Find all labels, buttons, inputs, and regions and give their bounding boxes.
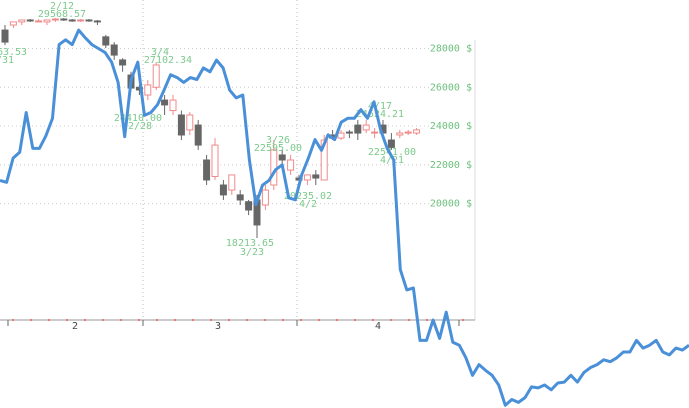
candle-body — [312, 174, 320, 179]
candle-body — [261, 189, 269, 206]
annotation: /31 — [0, 55, 14, 66]
candle-body — [77, 19, 85, 22]
candle-body — [169, 99, 177, 112]
candle-body — [278, 154, 286, 161]
month-label: 3 — [215, 321, 221, 332]
candle-body — [236, 194, 244, 201]
annotation: 24524.21 — [356, 109, 404, 120]
candle-body — [413, 129, 421, 134]
annotation: 24410.00 — [114, 113, 162, 124]
y-tick-label: 22000 $ — [430, 160, 472, 171]
candle-body — [152, 64, 160, 88]
candle-body — [211, 144, 219, 177]
candle-body — [228, 174, 236, 191]
annotation: 18213.65 — [226, 238, 274, 249]
annotation: 2/12 — [50, 1, 74, 12]
candle-body — [102, 36, 110, 46]
overlay-line — [0, 28, 689, 407]
annotation: 3/4 — [151, 47, 169, 58]
candle-body — [35, 20, 43, 23]
candle-body — [203, 159, 211, 181]
candle-body — [60, 18, 68, 21]
candle-body — [18, 19, 26, 23]
candle-body — [362, 124, 370, 131]
annotation: 2/28 — [128, 121, 152, 132]
candle-body — [354, 124, 362, 134]
annotation: 22595.00 — [254, 143, 302, 154]
annotation: 22541.00 — [368, 147, 416, 158]
annotation: 3/26 — [266, 135, 290, 146]
candle-body — [26, 19, 34, 22]
y-tick-label: 20000 $ — [430, 199, 472, 210]
candle-body — [144, 84, 152, 96]
candle-body — [68, 19, 76, 22]
annotation: 4/2 — [299, 199, 317, 210]
candle-body — [404, 131, 412, 134]
candle-body — [51, 18, 59, 21]
y-tick-label: 28000 $ — [430, 43, 472, 54]
month-label: 2 — [72, 321, 78, 332]
candle-body — [43, 19, 51, 23]
candle-body — [337, 132, 345, 139]
candle-body — [345, 131, 353, 134]
candle-body — [161, 99, 169, 106]
candle-body — [9, 21, 17, 26]
candle-body — [186, 114, 194, 131]
y-tick-label: 26000 $ — [430, 82, 472, 93]
candle-body — [194, 124, 202, 146]
candle-body — [287, 159, 295, 171]
candle-body — [320, 139, 328, 181]
candle-body — [119, 59, 127, 66]
candle-body — [110, 44, 118, 56]
annotation: 63.53 — [0, 47, 27, 58]
annotation: 29568.57 — [38, 9, 86, 20]
candle-body — [387, 139, 395, 148]
candle-body — [245, 201, 253, 211]
candle-body — [371, 131, 379, 134]
candle-body — [93, 20, 101, 23]
annotation: 27102.34 — [144, 55, 192, 66]
month-label: 4 — [375, 321, 381, 332]
annotation: 4/21 — [380, 155, 404, 166]
candle-body — [219, 184, 227, 196]
annotation: 3/23 — [240, 247, 264, 258]
candle-body — [303, 174, 311, 181]
candle-body — [177, 114, 185, 136]
candle-body — [396, 132, 404, 136]
candle-body — [1, 29, 9, 43]
candle-body — [85, 19, 93, 22]
annotation: 20235.02 — [284, 191, 332, 202]
annotation: 4/17 — [368, 101, 392, 112]
candle-body — [270, 149, 278, 186]
y-tick-label: 24000 $ — [430, 121, 472, 132]
